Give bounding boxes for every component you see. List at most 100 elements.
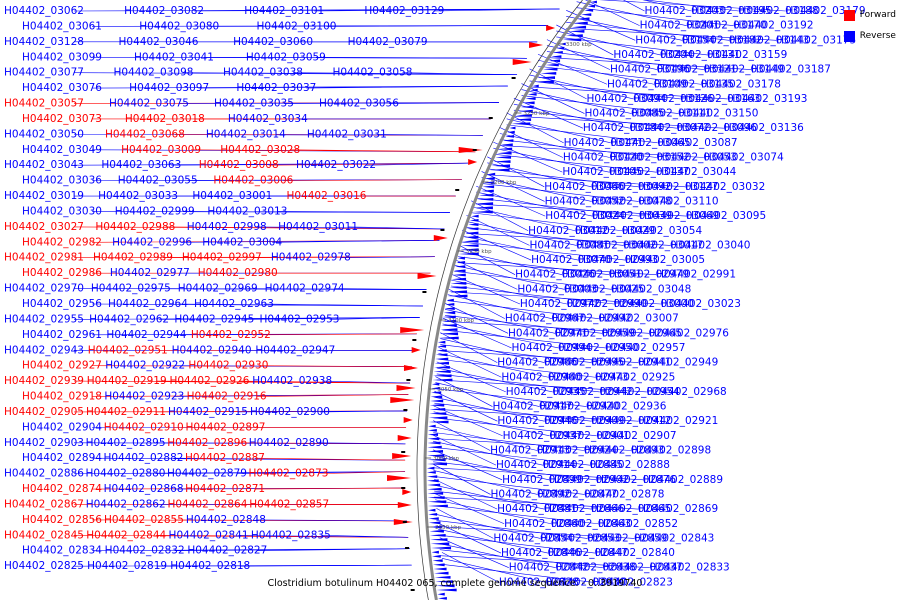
label-connector <box>436 367 553 393</box>
label-connector <box>499 133 610 158</box>
gene-label: H04402_02925 <box>595 371 675 383</box>
gene-label: H04402_02979 <box>609 269 689 281</box>
gene-label: H04402_03008 <box>199 159 279 171</box>
gene-label: H04402_03110 <box>639 195 719 207</box>
reverse-gene-arrow <box>429 534 446 537</box>
gene-label: H04402_02941 <box>591 357 671 369</box>
gene-label: H04402_02901 <box>550 430 630 442</box>
reverse-gene-arrow <box>554 51 563 54</box>
label-connector <box>439 549 603 568</box>
backbone-inner-arc <box>416 0 583 600</box>
reverse-gene-arrow <box>540 72 557 75</box>
reverse-gene-arrow <box>471 214 479 218</box>
gene-label: H04402_02887 <box>185 452 265 464</box>
reverse-gene-arrow <box>430 538 448 541</box>
reverse-gene-arrow <box>431 382 440 386</box>
gene-label: H04402_02965 <box>602 327 682 339</box>
gene-label: H04402_03078 <box>592 195 672 207</box>
gene-label: H04402_02892 <box>491 488 571 500</box>
gene-label: H04402_03036 <box>22 175 102 187</box>
gene-label: H04402_03098 <box>114 67 194 79</box>
gene-label: H04402_03149 <box>704 64 784 76</box>
gene-label: H04402_02962 <box>89 313 169 325</box>
label-connector <box>433 476 585 495</box>
gene-label: H04402_03013 <box>207 205 287 217</box>
gene-label: H04402_03025 <box>564 283 644 295</box>
forward-gene-arrow <box>390 397 415 403</box>
label-connector <box>566 16 683 41</box>
label-connector <box>521 95 679 114</box>
label-connector <box>440 344 592 363</box>
gene-label: H04402_02998 <box>187 221 267 233</box>
label-connector <box>481 183 639 202</box>
label-connector <box>444 315 603 334</box>
gene-label: H04402_02944 <box>106 329 186 341</box>
gene-label: H04402_02953 <box>259 313 339 325</box>
label-connector <box>436 520 588 539</box>
gene-label: H04402_02828 <box>499 576 579 588</box>
reverse-gene-arrow <box>432 374 452 378</box>
gene-label: H04402_03022 <box>296 159 376 171</box>
label-connector <box>442 317 512 349</box>
gene-label: H04402_02974 <box>265 283 345 295</box>
label-connector <box>438 352 549 378</box>
label-connector <box>476 203 687 217</box>
reverse-gene-arrow <box>452 273 466 277</box>
reverse-gene-arrow <box>431 550 439 554</box>
gene-label: H04402_03046 <box>119 36 199 48</box>
gene-label: H04402_02993 <box>578 254 658 266</box>
legend-label-reverse: Reverse <box>859 31 896 41</box>
reverse-gene-arrow <box>472 210 493 214</box>
label-connector <box>623 0 645 12</box>
label-connector <box>566 28 777 41</box>
label-connector <box>436 373 600 393</box>
gene-label: H04402_02890 <box>249 437 329 449</box>
gene-label: H04402_03192 <box>734 20 814 32</box>
label-connector <box>433 420 491 451</box>
label-connector <box>521 83 585 114</box>
forward-gene-arrow <box>403 365 418 371</box>
reverse-gene-arrow <box>443 311 456 315</box>
gene-label: H04402_02978 <box>271 252 351 264</box>
gene-label: H04402_03003 <box>517 283 597 295</box>
label-connector <box>576 7 734 26</box>
gene-label: H04402_02964 <box>108 298 188 310</box>
reverse-gene-arrow <box>429 525 443 529</box>
gene-label: H04402_02856 <box>22 514 102 526</box>
gene-label: H04402_02971 <box>508 327 588 339</box>
gene-label: H04402_02853 <box>540 532 620 544</box>
gene-label: H04402_02981 <box>4 252 84 264</box>
label-connector <box>437 534 595 554</box>
reverse-gene-arrow <box>499 147 513 151</box>
gene-label: H04402_02968 <box>647 386 727 398</box>
reverse-gene-arrow <box>497 151 512 155</box>
gene-label: H04402_03073 <box>22 113 102 125</box>
gene-label: H04402_02868 <box>104 483 184 495</box>
label-connector <box>438 346 502 378</box>
reverse-gene-arrow <box>428 508 436 512</box>
gene-label: H04402_02842 <box>509 562 589 574</box>
reverse-gene-arrow <box>480 189 494 193</box>
reverse-gene-arrow <box>428 424 436 428</box>
tick-label: 2950 kbp <box>435 525 461 531</box>
gene-label: H04402_03204 <box>613 49 693 61</box>
label-connector <box>315 56 527 59</box>
gene-label: H04402_02866 <box>544 503 624 515</box>
label-connector <box>432 440 544 466</box>
gene-label: H04402_03128 <box>4 36 84 48</box>
reverse-gene-arrow <box>433 567 447 571</box>
gene-label: H04402_02975 <box>91 283 171 295</box>
reverse-gene-arrow <box>525 97 536 100</box>
label-connector <box>643 0 739 12</box>
gene-label: H04402_03152 <box>610 152 690 164</box>
reverse-gene-arrow <box>450 282 467 285</box>
gene-label: H04402_03081 <box>529 239 609 251</box>
gene-label: H04402_03032 <box>685 181 765 193</box>
gene-label: H04402_03171 <box>564 137 644 149</box>
legend-item-reverse: Reverse <box>843 29 896 43</box>
feature-marker <box>412 339 417 341</box>
gene-label: H04402_02882 <box>104 452 184 464</box>
label-connector <box>277 211 450 213</box>
reverse-gene-arrow <box>427 504 448 508</box>
label-connector <box>435 499 552 525</box>
